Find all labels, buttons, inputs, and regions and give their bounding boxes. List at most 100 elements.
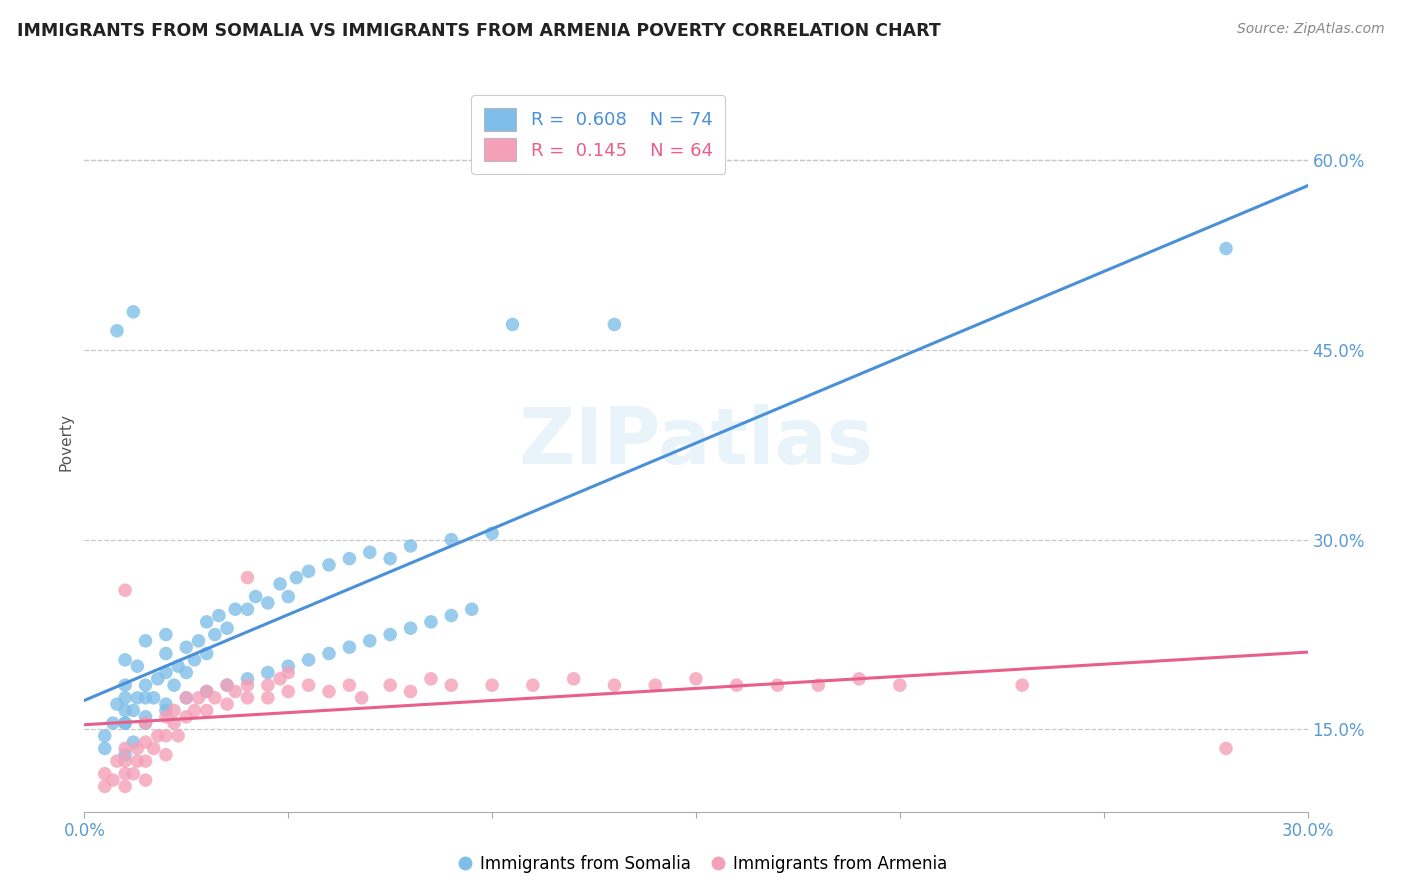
- Point: [93, 741, 115, 756]
- Point: [114, 703, 136, 717]
- Point: [562, 672, 585, 686]
- Point: [889, 678, 911, 692]
- Point: [174, 690, 197, 705]
- Point: [236, 690, 259, 705]
- Point: [236, 678, 259, 692]
- Point: [318, 647, 340, 661]
- Point: [204, 690, 226, 705]
- Point: [155, 697, 177, 711]
- Point: [114, 741, 136, 756]
- Point: [155, 703, 177, 717]
- Point: [187, 633, 209, 648]
- Point: [135, 690, 157, 705]
- Point: [339, 640, 361, 655]
- Point: [644, 678, 666, 692]
- Point: [163, 716, 186, 731]
- Point: [122, 305, 145, 319]
- Point: [163, 703, 186, 717]
- Point: [725, 678, 748, 692]
- Point: [420, 615, 443, 629]
- Point: [135, 773, 157, 788]
- Point: [187, 690, 209, 705]
- Point: [339, 678, 361, 692]
- Point: [1215, 242, 1237, 256]
- Point: [135, 735, 157, 749]
- Point: [122, 766, 145, 780]
- Point: [502, 318, 524, 332]
- Point: [122, 735, 145, 749]
- Point: [114, 747, 136, 762]
- Point: [420, 672, 443, 686]
- Point: [277, 590, 299, 604]
- Point: [359, 633, 381, 648]
- Point: [766, 678, 789, 692]
- Point: [195, 647, 218, 661]
- Point: [167, 659, 190, 673]
- Point: [114, 583, 136, 598]
- Point: [127, 754, 149, 768]
- Point: [135, 710, 157, 724]
- Point: [93, 729, 115, 743]
- Point: [142, 690, 165, 705]
- Point: [217, 678, 239, 692]
- Point: [399, 539, 422, 553]
- Point: [224, 602, 246, 616]
- Point: [135, 716, 157, 731]
- Point: [603, 678, 626, 692]
- Point: [236, 672, 259, 686]
- Point: [135, 716, 157, 731]
- Point: [101, 716, 124, 731]
- Point: [127, 741, 149, 756]
- Point: [440, 608, 463, 623]
- Point: [269, 577, 291, 591]
- Point: [114, 754, 136, 768]
- Point: [195, 684, 218, 698]
- Point: [105, 324, 128, 338]
- Text: Source: ZipAtlas.com: Source: ZipAtlas.com: [1237, 22, 1385, 37]
- Point: [1215, 741, 1237, 756]
- Point: [135, 678, 157, 692]
- Point: [122, 703, 145, 717]
- Point: [298, 564, 321, 578]
- Point: [93, 766, 115, 780]
- Point: [101, 773, 124, 788]
- Point: [195, 703, 218, 717]
- Legend: Immigrants from Somalia, Immigrants from Armenia: Immigrants from Somalia, Immigrants from…: [453, 848, 953, 880]
- Point: [127, 690, 149, 705]
- Point: [146, 672, 169, 686]
- Point: [174, 640, 197, 655]
- Point: [155, 647, 177, 661]
- Point: [155, 729, 177, 743]
- Point: [155, 627, 177, 641]
- Point: [204, 627, 226, 641]
- Point: [155, 747, 177, 762]
- Point: [380, 627, 402, 641]
- Point: [127, 659, 149, 673]
- Legend: R =  0.608    N = 74, R =  0.145    N = 64: R = 0.608 N = 74, R = 0.145 N = 64: [471, 95, 725, 174]
- Point: [114, 766, 136, 780]
- Point: [603, 318, 626, 332]
- Point: [155, 710, 177, 724]
- Point: [135, 633, 157, 648]
- Point: [685, 672, 707, 686]
- Point: [155, 665, 177, 680]
- Point: [195, 684, 218, 698]
- Point: [257, 665, 280, 680]
- Point: [146, 729, 169, 743]
- Point: [277, 684, 299, 698]
- Point: [183, 653, 205, 667]
- Point: [318, 684, 340, 698]
- Point: [440, 533, 463, 547]
- Point: [277, 659, 299, 673]
- Point: [848, 672, 870, 686]
- Point: [217, 697, 239, 711]
- Point: [236, 571, 259, 585]
- Point: [461, 602, 484, 616]
- Point: [183, 703, 205, 717]
- Point: [269, 672, 291, 686]
- Point: [236, 602, 259, 616]
- Point: [807, 678, 830, 692]
- Point: [114, 780, 136, 794]
- Point: [481, 678, 503, 692]
- Point: [380, 551, 402, 566]
